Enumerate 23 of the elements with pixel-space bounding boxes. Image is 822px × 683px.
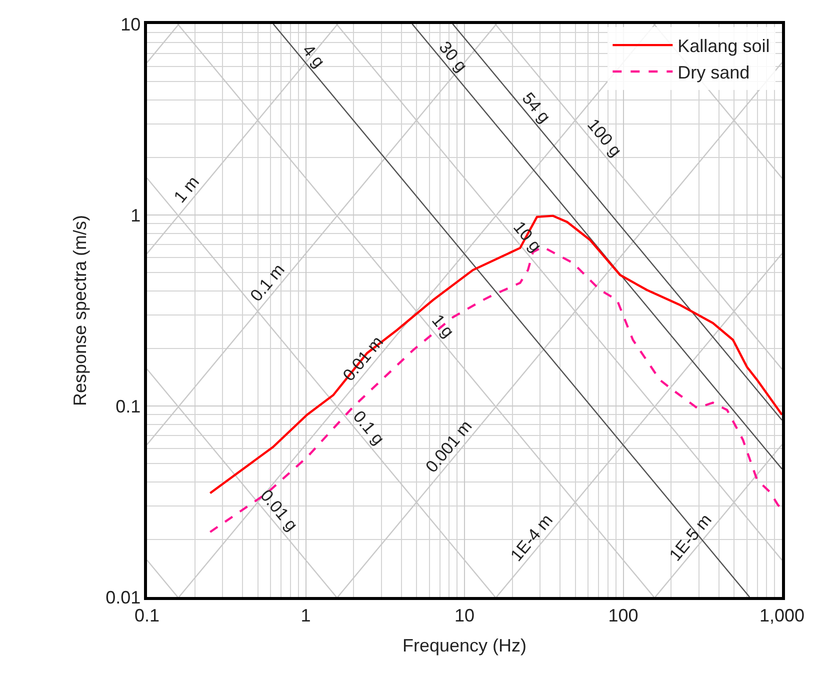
annotation: 100 g (584, 115, 626, 160)
annotation: 0.1 g (349, 407, 388, 448)
y-tick-label: 1 (130, 205, 141, 226)
x-tick-label: 100 (608, 605, 638, 626)
annotation: 30 g (435, 38, 471, 76)
y-tick-label: 10 (120, 14, 141, 34)
y-tick-label: 0.1 (116, 396, 141, 416)
x-tick-label: 1,000 (759, 605, 805, 626)
annotation: 1 m (170, 172, 203, 206)
x-tick-label: 10 (454, 605, 475, 626)
y-tick-label: 0.01 (106, 587, 141, 608)
annotation: 54 g (518, 88, 554, 127)
x-tick-label: 0.1 (134, 605, 160, 626)
legend-label: Kallang soil (678, 36, 770, 56)
annotation: 0.01 m (339, 332, 388, 385)
annotation: 4 g (298, 40, 328, 72)
annotation: 1 g (428, 310, 458, 342)
annotation: 10 g (509, 218, 546, 256)
x-tick-label: 1 (300, 605, 311, 626)
x-axis-title: Frequency (Hz) (402, 635, 527, 656)
annotation: 0.1 m (246, 260, 288, 306)
y-axis-title: Response spectra (m/s) (70, 214, 90, 406)
legend-label: Dry sand (678, 62, 750, 82)
